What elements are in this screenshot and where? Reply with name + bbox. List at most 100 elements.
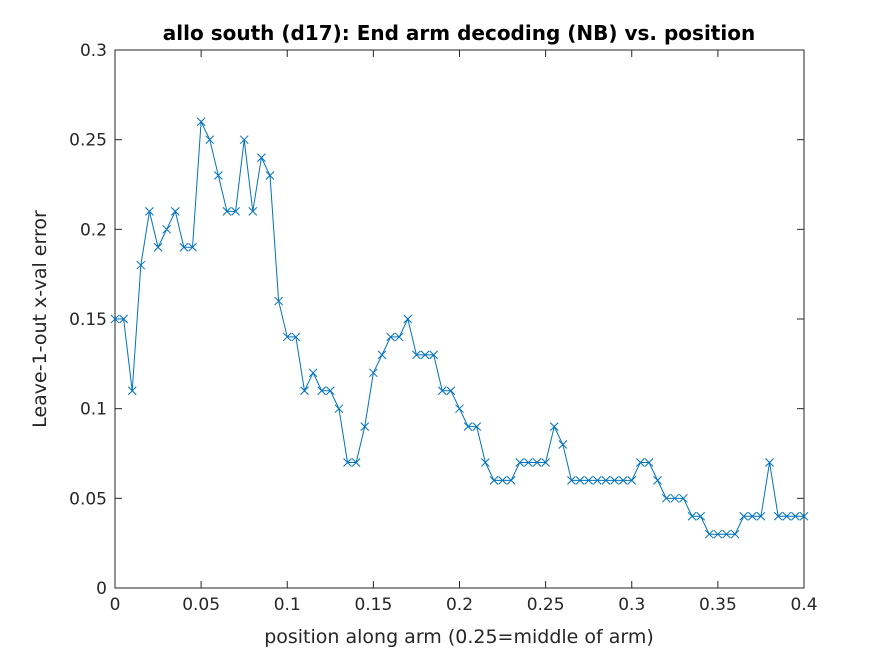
y-tick-label: 0.2	[80, 220, 107, 240]
data-point-marker	[567, 476, 576, 485]
data-point-marker	[231, 207, 240, 216]
plot-area	[114, 49, 805, 589]
data-point-marker	[136, 260, 146, 270]
data-point-marker	[532, 458, 542, 467]
data-point-marker	[119, 314, 128, 324]
data-point-marker	[791, 511, 800, 521]
data-point-marker	[153, 242, 163, 252]
data-point-marker	[480, 458, 490, 467]
data-point-marker	[722, 529, 731, 539]
data-point-marker	[670, 493, 680, 503]
data-point-marker	[351, 458, 361, 467]
data-point-marker	[696, 511, 706, 521]
data-point-marker	[274, 296, 283, 306]
data-point-marker	[179, 242, 189, 252]
y-tick-label: 0	[96, 579, 107, 599]
data-point-marker	[239, 135, 249, 145]
y-axis-label: Leave-1-out x-val error	[29, 210, 51, 428]
data-point-marker	[463, 422, 473, 431]
x-axis-ticks: 0 0.05 0.1 0.15 0.2 0.25 0.3 0.35 0.4	[110, 50, 818, 615]
data-point-marker	[257, 153, 266, 162]
chart-title: allo south (d17): End arm decoding (NB) …	[163, 21, 755, 45]
data-point-marker	[610, 476, 619, 485]
data-point-marker	[627, 476, 637, 485]
x-axis-label: position along arm (0.25=middle of arm)	[264, 626, 654, 648]
y-tick-label: 0.25	[69, 131, 107, 151]
data-point-marker	[601, 476, 611, 485]
data-point-marker	[282, 332, 292, 342]
data-point-marker	[739, 511, 749, 521]
y-tick-label: 0.3	[80, 41, 107, 61]
x-tick-label: 0.1	[274, 595, 301, 615]
data-point-marker	[584, 476, 594, 485]
data-point-marker	[222, 207, 232, 216]
data-point-marker	[549, 422, 559, 431]
x-tick-label: 0.05	[182, 595, 220, 615]
data-point-marker	[765, 458, 774, 467]
data-point-marker	[205, 135, 215, 145]
data-point-marker	[575, 476, 585, 485]
data-point-marker	[730, 529, 740, 539]
data-point-marker	[687, 511, 697, 521]
data-point-marker	[248, 207, 258, 216]
data-point-marker	[145, 207, 154, 216]
data-point-marker	[704, 529, 714, 539]
y-tick-label: 0.15	[69, 310, 107, 330]
data-point-marker	[618, 476, 628, 485]
y-axis-ticks: 0 0.05 0.1 0.15 0.2 0.25 0.3	[69, 41, 804, 599]
data-point-marker	[679, 493, 688, 503]
data-point-marker	[420, 350, 430, 360]
data-point-marker	[799, 511, 809, 521]
data-point-marker	[524, 458, 533, 467]
data-point-marker	[515, 458, 525, 467]
data-point-marker	[653, 476, 662, 485]
data-point-marker	[300, 386, 309, 396]
y-tick-label: 0.1	[80, 400, 107, 420]
data-point-marker	[506, 476, 516, 485]
x-tick-label: 0	[110, 595, 121, 615]
data-point-marker	[773, 511, 783, 521]
data-point-marker	[636, 458, 645, 467]
data-point-marker	[369, 368, 378, 378]
data-point-marker	[308, 368, 318, 378]
data-point-marker	[265, 171, 275, 180]
data-point-marker	[403, 314, 413, 324]
data-point-marker	[747, 511, 757, 521]
data-point-marker	[489, 476, 499, 485]
data-point-marker	[394, 332, 404, 342]
data-point-marker	[386, 332, 395, 342]
data-point-marker	[756, 511, 766, 521]
data-point-marker	[498, 476, 507, 485]
x-tick-label: 0.4	[790, 595, 817, 615]
data-point-marker	[360, 422, 370, 431]
data-point-marker	[455, 404, 464, 414]
data-point-marker	[334, 404, 344, 414]
data-point-marker	[558, 440, 568, 449]
data-point-marker	[325, 386, 335, 396]
data-point-marker	[782, 511, 792, 521]
data-point-marker	[592, 476, 602, 485]
data-point-marker	[170, 207, 180, 216]
data-point-marker	[713, 529, 723, 539]
data-point-marker	[541, 458, 550, 467]
data-point-marker	[110, 314, 120, 324]
data-point-marker	[343, 458, 352, 467]
data-point-marker	[446, 386, 456, 396]
data-point-marker	[213, 171, 223, 180]
y-tick-label: 0.05	[69, 489, 107, 509]
x-tick-label: 0.3	[618, 595, 645, 615]
series-line	[110, 117, 809, 539]
data-point-marker	[196, 117, 206, 127]
x-tick-label: 0.35	[699, 595, 737, 615]
data-point-marker	[127, 386, 137, 396]
data-point-marker	[317, 386, 327, 396]
data-point-marker	[429, 350, 439, 360]
data-point-marker	[291, 332, 301, 342]
x-tick-label: 0.2	[446, 595, 473, 615]
x-tick-label: 0.25	[527, 595, 565, 615]
data-point-marker	[188, 242, 197, 252]
data-point-marker	[472, 422, 482, 431]
data-point-marker	[162, 224, 172, 234]
data-point-marker	[661, 493, 671, 503]
